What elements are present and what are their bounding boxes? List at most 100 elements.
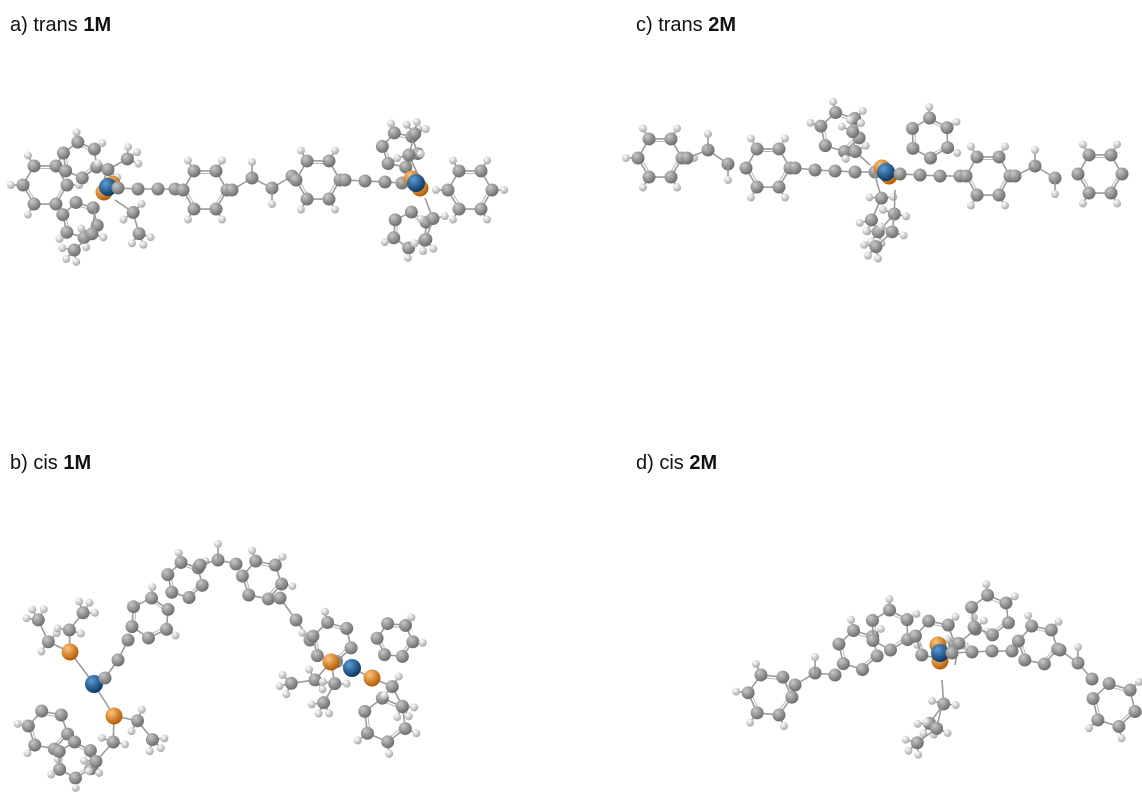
carbon-atom <box>945 646 959 660</box>
hydrogen-atom <box>483 156 492 165</box>
panel-d-prefix: d) cis <box>636 452 690 474</box>
carbon-atom <box>111 181 125 195</box>
hydrogen-atom <box>380 691 389 700</box>
hydrogen-atom <box>148 583 157 592</box>
carbon-atom <box>915 648 929 662</box>
hydrogen-atom <box>137 199 146 208</box>
hydrogen-atom <box>278 671 287 680</box>
carbon-atom <box>387 126 401 140</box>
carbon-atom <box>381 617 395 631</box>
carbon-atom <box>985 628 999 642</box>
hydrogen-atom <box>912 609 921 618</box>
hydrogen-atom <box>79 756 88 765</box>
carbon-atom <box>1102 677 1116 691</box>
hydrogen-atom <box>385 749 394 758</box>
hydrogen-atom <box>305 665 314 674</box>
carbon-atom <box>1104 186 1118 200</box>
hydrogen-atom <box>58 244 67 253</box>
hydrogen-atom <box>861 141 870 150</box>
carbon-atom <box>631 151 645 165</box>
carbon-atom <box>785 690 799 704</box>
phosphorus-atom <box>322 653 340 671</box>
hydrogen-atom <box>865 193 874 202</box>
carbon-atom <box>829 105 843 119</box>
carbon-atom <box>1005 644 1019 658</box>
carbon-atom <box>940 121 954 135</box>
carbon-atom <box>125 620 139 634</box>
carbon-atom <box>85 227 99 241</box>
hydrogen-atom <box>1001 142 1010 151</box>
hydrogen-atom <box>904 746 913 755</box>
carbon-atom <box>404 205 418 219</box>
hydrogen-atom <box>353 736 362 745</box>
metal-atom <box>407 174 425 192</box>
carbon-atom <box>1123 683 1137 697</box>
carbon-atom <box>387 231 401 245</box>
hydrogen-atom <box>124 142 133 151</box>
carbon-atom <box>176 183 190 197</box>
carbon-atom <box>1011 634 1025 648</box>
carbon-atom <box>1053 643 1067 657</box>
carbon-atom <box>642 132 656 146</box>
carbon-atom <box>885 225 899 239</box>
hydrogen-atom <box>183 215 192 224</box>
carbon-atom <box>310 649 324 663</box>
hydrogen-atom <box>403 253 412 262</box>
panel-label-c: c) trans 2M <box>636 14 736 37</box>
carbon-atom <box>358 174 372 188</box>
carbon-atom <box>358 704 372 718</box>
carbon-atom <box>402 148 416 162</box>
hydrogen-atom <box>134 159 143 168</box>
carbon-atom <box>642 170 656 184</box>
carbon-atom <box>913 168 927 182</box>
carbon-atom <box>300 192 314 206</box>
carbon-atom <box>485 183 499 197</box>
carbon-atom <box>126 205 140 219</box>
carbon-atom <box>441 183 455 197</box>
carbon-atom <box>967 620 981 634</box>
hydrogen-atom <box>318 685 327 694</box>
hydrogen-atom <box>781 193 790 202</box>
carbon-atom <box>242 588 256 602</box>
hydrogen-atom <box>393 154 402 163</box>
hydrogen-atom <box>855 218 864 227</box>
carbon-atom <box>808 163 822 177</box>
carbon-atom <box>846 125 860 139</box>
carbon-atom <box>985 644 999 658</box>
hydrogen-atom <box>416 149 425 158</box>
carbon-atom <box>16 178 30 192</box>
hydrogen-atom <box>268 200 276 208</box>
carbon-atom <box>788 161 802 175</box>
carbon-atom <box>370 631 384 645</box>
hydrogen-atom <box>13 719 22 728</box>
hydrogen-atom <box>979 616 988 625</box>
carbon-atom <box>385 680 399 694</box>
carbon-atom <box>1086 691 1100 705</box>
hydrogen-atom <box>483 215 492 224</box>
hydrogen-atom <box>811 653 819 661</box>
carbon-atom <box>111 653 125 667</box>
molecule-trans-2M <box>621 97 1129 263</box>
hydrogen-atom <box>84 767 93 776</box>
hydrogen-atom <box>331 205 340 214</box>
carbon-atom <box>395 649 409 663</box>
carbon-atom <box>209 164 223 178</box>
hydrogen-atom <box>275 682 284 691</box>
hydrogen-atom <box>873 254 882 263</box>
carbon-atom <box>1071 167 1085 181</box>
carbon-atom <box>187 164 201 178</box>
hydrogen-atom <box>47 770 56 779</box>
hydrogen-atom <box>704 130 712 138</box>
panel-c-prefix: c) trans <box>636 14 709 36</box>
carbon-atom <box>883 643 897 657</box>
carbon-atom <box>970 150 984 164</box>
hydrogen-atom <box>98 733 107 742</box>
carbon-atom <box>375 139 389 153</box>
phosphorus-atom <box>105 707 123 725</box>
carbon-atom <box>49 197 63 211</box>
carbon-atom <box>300 154 314 168</box>
hydrogen-atom <box>394 672 403 681</box>
carbon-atom <box>754 668 768 682</box>
hydrogen-atom <box>1117 734 1126 743</box>
carbon-atom <box>132 227 146 241</box>
